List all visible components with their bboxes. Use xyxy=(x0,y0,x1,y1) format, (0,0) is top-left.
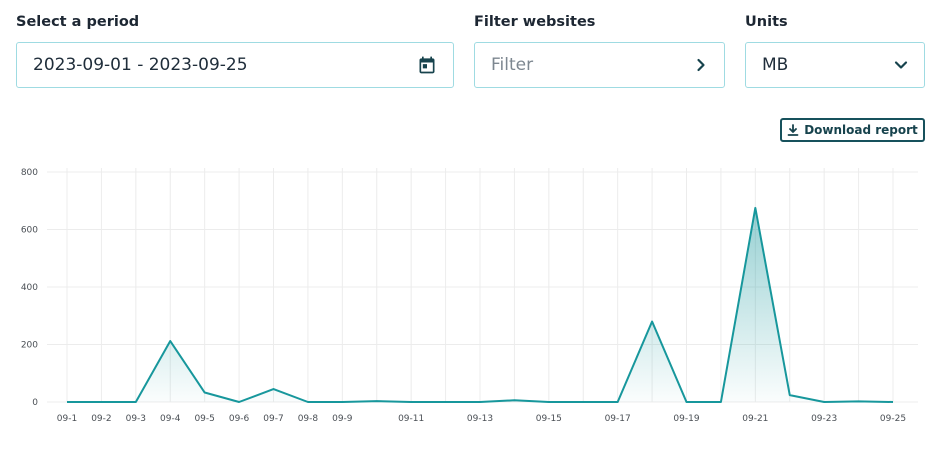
data-point xyxy=(822,400,826,404)
data-point xyxy=(547,400,551,404)
x-tick-label: 09-5 xyxy=(194,414,214,424)
data-point xyxy=(409,400,413,404)
data-point xyxy=(616,400,620,404)
x-tick-label: 09-8 xyxy=(298,414,319,424)
y-tick-label: 800 xyxy=(21,168,38,178)
x-tick-label: 09-9 xyxy=(332,414,353,424)
units-label: Units xyxy=(745,14,788,30)
data-point xyxy=(65,400,69,404)
x-tick-label: 09-23 xyxy=(811,414,837,424)
x-tick-label: 09-17 xyxy=(605,414,631,424)
data-point xyxy=(857,399,861,403)
data-point xyxy=(719,400,723,404)
x-tick-label: 09-1 xyxy=(57,414,77,424)
data-point xyxy=(375,399,379,403)
units-select[interactable]: MB xyxy=(745,42,925,88)
x-tick-label: 09-4 xyxy=(160,414,181,424)
chevron-right-icon[interactable] xyxy=(694,58,708,72)
data-point xyxy=(891,400,895,404)
data-point xyxy=(272,387,276,391)
filter-field[interactable]: Filter xyxy=(474,42,725,88)
x-tick-label: 09-11 xyxy=(398,414,424,424)
data-point xyxy=(99,400,103,404)
data-point xyxy=(753,206,757,210)
x-tick-label: 09-6 xyxy=(229,414,250,424)
x-tick-label: 09-25 xyxy=(880,414,906,424)
download-report-label: Download report xyxy=(804,123,918,137)
data-point xyxy=(685,400,689,404)
calendar-icon[interactable] xyxy=(417,55,437,75)
x-tick-label: 09-21 xyxy=(742,414,768,424)
y-tick-label: 600 xyxy=(21,226,38,236)
filter-label: Filter websites xyxy=(474,14,596,30)
chevron-down-icon[interactable] xyxy=(894,58,908,72)
x-tick-label: 09-7 xyxy=(263,414,283,424)
units-value: MB xyxy=(762,55,789,75)
data-point xyxy=(340,400,344,404)
x-tick-label: 09-19 xyxy=(673,414,699,424)
data-point xyxy=(168,339,172,343)
data-point xyxy=(134,400,138,404)
period-value: 2023-09-01 - 2023-09-25 xyxy=(33,55,248,75)
data-point xyxy=(306,400,310,404)
x-tick-label: 09-15 xyxy=(536,414,562,424)
data-point xyxy=(444,400,448,404)
data-point xyxy=(237,400,241,404)
y-tick-label: 0 xyxy=(32,398,38,408)
usage-chart: 0 200 400 600 800 09-1 09-2 09-3 09-4 09-5 09-6 09… xyxy=(21,168,918,424)
y-tick-label: 200 xyxy=(21,341,38,351)
data-point xyxy=(203,391,207,395)
period-picker[interactable]: 2023-09-01 - 2023-09-25 xyxy=(16,42,454,88)
data-point xyxy=(512,398,516,402)
y-tick-label: 400 xyxy=(21,283,38,293)
x-tick-label: 09-2 xyxy=(91,414,111,424)
period-label: Select a period xyxy=(16,14,140,30)
x-tick-label: 09-3 xyxy=(126,414,146,424)
series-line xyxy=(67,206,894,403)
data-point xyxy=(788,393,792,397)
data-point xyxy=(650,320,654,324)
series-area xyxy=(67,207,893,402)
data-point xyxy=(478,400,482,404)
filter-input[interactable]: Filter xyxy=(491,55,534,75)
x-tick-label: 09-13 xyxy=(467,414,493,424)
download-report-button[interactable]: Download report xyxy=(780,118,925,142)
data-point xyxy=(581,400,585,404)
download-icon xyxy=(787,124,799,136)
